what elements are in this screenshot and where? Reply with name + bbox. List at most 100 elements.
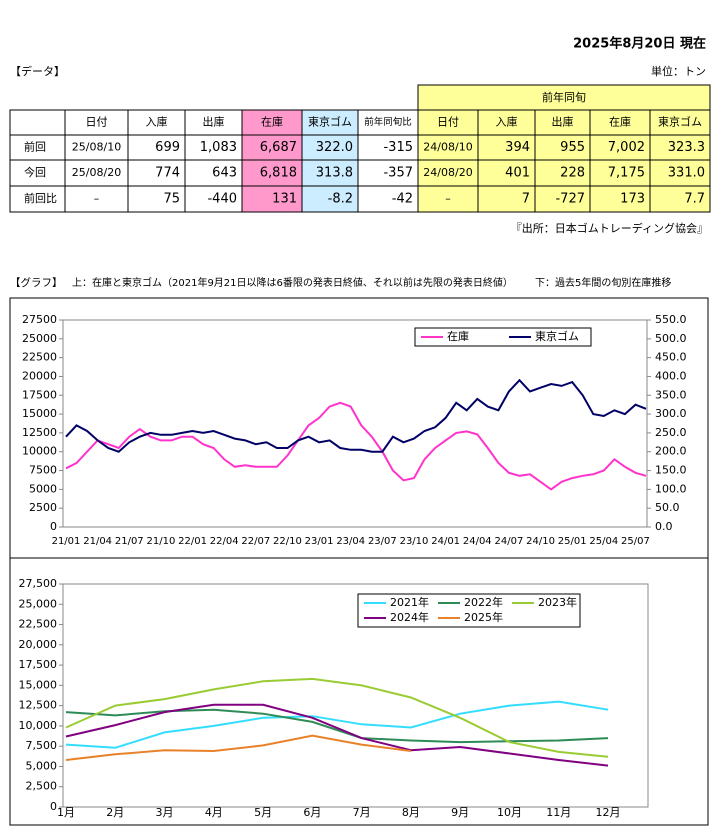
table-cell-bg — [589, 159, 651, 187]
chart-frame — [9, 557, 709, 826]
y-tick-label: 25,000 — [19, 597, 58, 610]
table-cell-bg — [127, 134, 186, 161]
table-cell: 6,687 — [260, 140, 297, 155]
y2-tick-label: 100.0 — [655, 482, 687, 495]
y2-tick-label: 400.0 — [655, 369, 687, 382]
y-tick-label: 7,500 — [26, 739, 58, 752]
x-tick-label: 9月 — [451, 806, 469, 819]
unit-label: 単位：トン — [651, 64, 706, 78]
table-header: 出庫 — [203, 115, 225, 129]
y-tick-label: 20,000 — [19, 638, 58, 651]
y2-tick-label: 200.0 — [655, 445, 687, 458]
table-cell-bg — [357, 159, 419, 187]
section-label: 【データ】 — [10, 64, 65, 78]
table-cell: 955 — [560, 140, 585, 155]
legend-label: 2021年 — [390, 595, 429, 609]
table-header: 日付 — [86, 116, 108, 129]
y2-tick-label: 300.0 — [655, 407, 687, 420]
table-header: 出庫 — [552, 115, 574, 129]
table-cell: – — [94, 192, 100, 205]
legend-label: 東京ゴム — [535, 329, 579, 343]
table-cell: 394 — [505, 140, 530, 155]
y-tick-label: 22,500 — [19, 618, 58, 631]
y-tick-label: 7500 — [29, 464, 57, 477]
y2-tick-label: 150.0 — [655, 464, 687, 477]
table-cell: 75 — [163, 192, 180, 207]
y-tick-label: 2,500 — [26, 780, 58, 793]
table-cell: 322.0 — [316, 140, 353, 155]
x-tick-label: 25/04 — [589, 536, 618, 547]
y-tick-label: 17500 — [22, 388, 57, 401]
y-tick-label: 20000 — [22, 369, 57, 382]
table-header-cell — [9, 109, 66, 136]
x-tick-label: 23/07 — [368, 536, 397, 547]
table-cell: 24/08/20 — [423, 166, 472, 179]
legend-box — [357, 593, 581, 628]
y-tick-label: 27,500 — [19, 577, 58, 590]
legend-label: 2022年 — [464, 595, 503, 609]
x-tick-label: 23/01 — [305, 536, 334, 547]
x-tick-label: 5月 — [254, 806, 272, 819]
data-line — [65, 401, 647, 491]
x-tick-label: 24/01 — [431, 536, 460, 547]
x-tick-label: 21/07 — [115, 536, 144, 547]
table-header-cell — [589, 109, 651, 136]
table-cell: -315 — [383, 140, 413, 155]
table-cell-bg — [417, 134, 479, 161]
table-header-cell — [357, 109, 419, 136]
y-tick-label: 10,000 — [19, 719, 58, 732]
table-cell: 7.7 — [684, 192, 705, 207]
y-tick-label: 12,500 — [19, 699, 58, 712]
table-header: 東京ゴム — [658, 115, 702, 129]
table-cell-bg — [534, 185, 591, 213]
x-tick-label: 23/04 — [336, 536, 365, 547]
data-line — [65, 700, 609, 749]
table-cell: 643 — [212, 166, 237, 181]
x-tick-label: 25/01 — [558, 536, 587, 547]
x-tick-label: 24/07 — [494, 536, 523, 547]
table-cell-bg — [357, 185, 419, 213]
report-date: 2025年8月20日 現在 — [573, 36, 706, 52]
y2-tick-label: 250.0 — [655, 426, 687, 439]
y-tick-label: 0 — [50, 800, 57, 813]
x-tick-label: 22/01 — [178, 536, 207, 547]
graph-caption: 下：過去5年間の旬別在庫推移 — [535, 276, 671, 289]
table-header: 日付 — [437, 116, 459, 129]
table-cell-bg — [417, 159, 479, 187]
y-tick-label: 17,500 — [19, 658, 58, 671]
y2-tick-label: 550.0 — [655, 313, 687, 326]
data-line — [65, 677, 609, 758]
x-tick-label: 23/10 — [400, 536, 429, 547]
table-group-header: 前年同旬 — [542, 90, 586, 104]
x-tick-label: 4月 — [205, 806, 223, 819]
table-cell-bg — [241, 134, 303, 161]
data-line — [65, 708, 609, 744]
table-cell: -440 — [207, 192, 237, 207]
chart-frame — [9, 297, 709, 559]
x-tick-label: 8月 — [402, 806, 420, 819]
table-cell: 6,818 — [260, 166, 297, 181]
x-tick-label: 22/10 — [273, 536, 302, 547]
y2-tick-label: 50.0 — [655, 501, 680, 514]
legend-box — [414, 327, 592, 347]
x-tick-label: 21/04 — [83, 536, 112, 547]
table-cell-bg — [184, 134, 243, 161]
table-cell-bg — [649, 134, 711, 161]
table-cell: 25/08/10 — [72, 141, 121, 154]
table-cell: 323.3 — [668, 140, 705, 155]
x-tick-label: 21/10 — [146, 536, 175, 547]
table-row-header: 今回 — [24, 165, 46, 179]
table-header-cell — [184, 109, 243, 136]
table-cell: -357 — [383, 166, 413, 181]
x-tick-label: 11月 — [546, 806, 571, 819]
table-cell: 24/08/10 — [423, 141, 472, 154]
x-tick-label: 12月 — [596, 806, 621, 819]
x-tick-label: 24/04 — [463, 536, 492, 547]
legend-label: 在庫 — [447, 329, 469, 343]
x-tick-label: 2月 — [106, 806, 124, 819]
table-cell-bg — [184, 185, 243, 213]
table-header: 前年同旬比 — [364, 116, 412, 128]
table-cell: 331.0 — [668, 166, 705, 181]
x-tick-label: 22/04 — [210, 536, 239, 547]
